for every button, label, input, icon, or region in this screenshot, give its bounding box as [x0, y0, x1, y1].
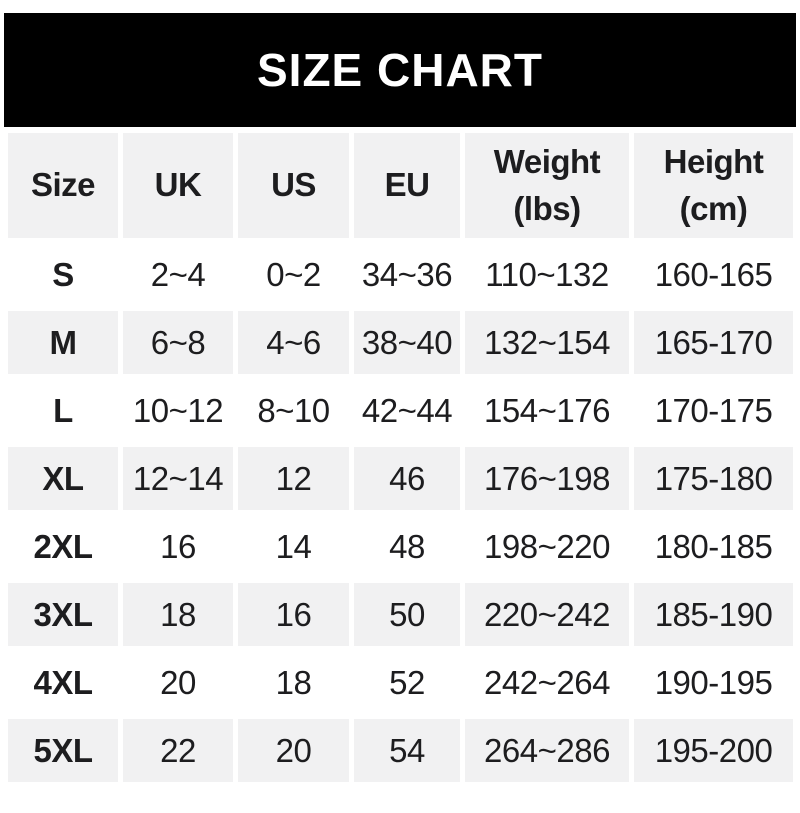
cell-eu: 38~40: [354, 311, 460, 374]
cell-us: 8~10: [238, 379, 349, 442]
cell-eu: 54: [354, 719, 460, 782]
cell-us: 18: [238, 651, 349, 714]
cell-eu: 34~36: [354, 243, 460, 306]
cell-eu: 46: [354, 447, 460, 510]
cell-uk: 2~4: [123, 243, 233, 306]
cell-height: 195-200: [634, 719, 793, 782]
size-chart-banner: SIZE CHART: [4, 13, 796, 127]
cell-us: 14: [238, 515, 349, 578]
cell-height: 170-175: [634, 379, 793, 442]
page-title: SIZE CHART: [257, 44, 543, 96]
cell-weight: 110~132: [465, 243, 629, 306]
cell-weight: 220~242: [465, 583, 629, 646]
cell-eu: 50: [354, 583, 460, 646]
column-header-label: US: [271, 166, 316, 204]
cell-size: 3XL: [8, 583, 118, 646]
column-header-height: Height (cm): [634, 133, 793, 238]
cell-size: 4XL: [8, 651, 118, 714]
cell-height: 190-195: [634, 651, 793, 714]
column-header-sublabel: (cm): [679, 189, 748, 227]
cell-uk: 22: [123, 719, 233, 782]
column-header-label: UK: [154, 166, 202, 204]
cell-height: 180-185: [634, 515, 793, 578]
column-header-us: US: [238, 133, 349, 238]
cell-uk: 18: [123, 583, 233, 646]
column-header-weight: Weight (lbs): [465, 133, 629, 238]
cell-eu: 52: [354, 651, 460, 714]
column-header-eu: EU: [354, 133, 460, 238]
cell-uk: 16: [123, 515, 233, 578]
cell-uk: 20: [123, 651, 233, 714]
cell-uk: 10~12: [123, 379, 233, 442]
cell-us: 20: [238, 719, 349, 782]
cell-height: 185-190: [634, 583, 793, 646]
cell-weight: 242~264: [465, 651, 629, 714]
column-header-uk: UK: [123, 133, 233, 238]
cell-size: S: [8, 243, 118, 306]
column-header-label: Height: [663, 143, 764, 181]
cell-size: 5XL: [8, 719, 118, 782]
column-header-label: Weight: [493, 143, 601, 181]
cell-height: 165-170: [634, 311, 793, 374]
column-header-size: Size: [8, 133, 118, 238]
column-header-sublabel: (lbs): [513, 189, 581, 227]
size-chart-table: Size UK US EU Weight (lbs) Height (cm) S 2…: [8, 133, 793, 782]
column-header-label: Size: [30, 166, 96, 204]
cell-us: 0~2: [238, 243, 349, 306]
cell-weight: 176~198: [465, 447, 629, 510]
cell-uk: 12~14: [123, 447, 233, 510]
cell-weight: 264~286: [465, 719, 629, 782]
cell-size: 2XL: [8, 515, 118, 578]
cell-size: XL: [8, 447, 118, 510]
cell-weight: 154~176: [465, 379, 629, 442]
cell-weight: 198~220: [465, 515, 629, 578]
cell-height: 160-165: [634, 243, 793, 306]
cell-size: L: [8, 379, 118, 442]
cell-height: 175-180: [634, 447, 793, 510]
column-header-label: EU: [384, 166, 430, 204]
cell-us: 16: [238, 583, 349, 646]
cell-weight: 132~154: [465, 311, 629, 374]
cell-eu: 48: [354, 515, 460, 578]
cell-us: 4~6: [238, 311, 349, 374]
cell-size: M: [8, 311, 118, 374]
cell-uk: 6~8: [123, 311, 233, 374]
cell-us: 12: [238, 447, 349, 510]
cell-eu: 42~44: [354, 379, 460, 442]
